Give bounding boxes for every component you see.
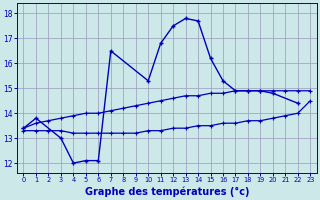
X-axis label: Graphe des températures (°c): Graphe des températures (°c) [85,186,249,197]
